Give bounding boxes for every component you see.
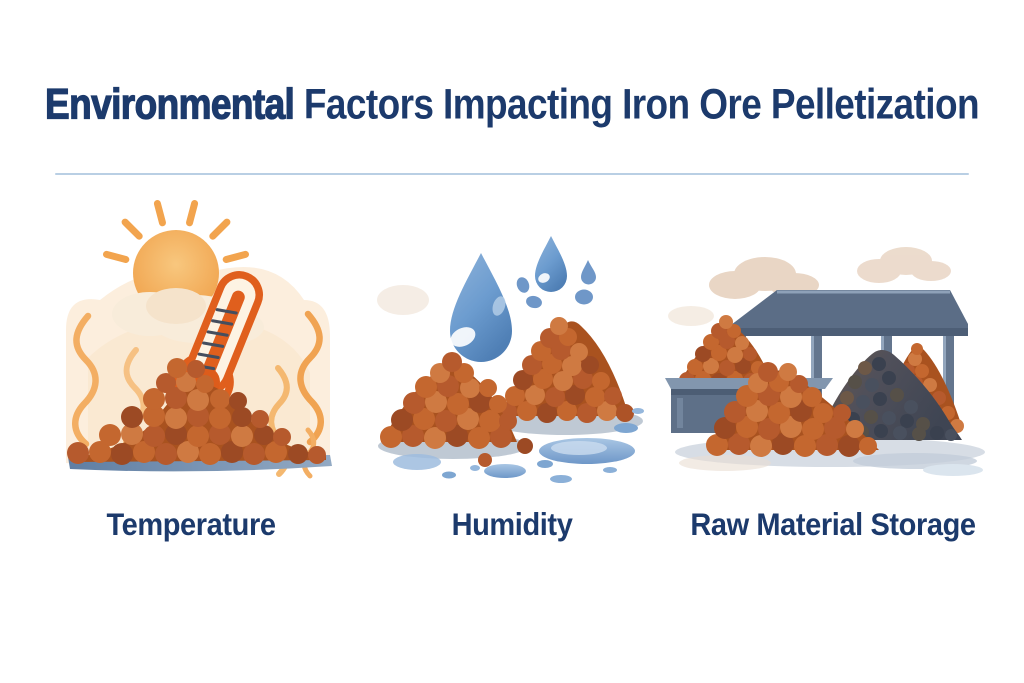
- background-smudge: [377, 285, 429, 315]
- factor-label-raw-material-storage: Raw Material Storage: [690, 507, 976, 543]
- ore-pellet-pile-back: [497, 317, 634, 423]
- storage-illustration: [665, 247, 985, 476]
- page-title-emphasis: Environmental: [44, 79, 295, 128]
- factor-label-temperature: Temperature: [106, 507, 276, 543]
- droplet-splashes: [516, 260, 596, 309]
- factor-label-humidity: Humidity: [451, 507, 573, 543]
- water-drop-icon: [450, 253, 512, 362]
- page-title-rest: Factors Impacting Iron Ore Pelletization: [294, 80, 980, 128]
- title-divider: [55, 173, 969, 175]
- small-water-drop-icon: [535, 236, 567, 292]
- ore-pile-front: [706, 362, 879, 457]
- puddles: [393, 408, 644, 483]
- ore-pellet-pile: [67, 358, 332, 472]
- humidity-illustration: [377, 236, 644, 483]
- temperature-illustration: [66, 200, 332, 479]
- page-title: Environmental Factors Impacting Iron Ore…: [0, 79, 1024, 129]
